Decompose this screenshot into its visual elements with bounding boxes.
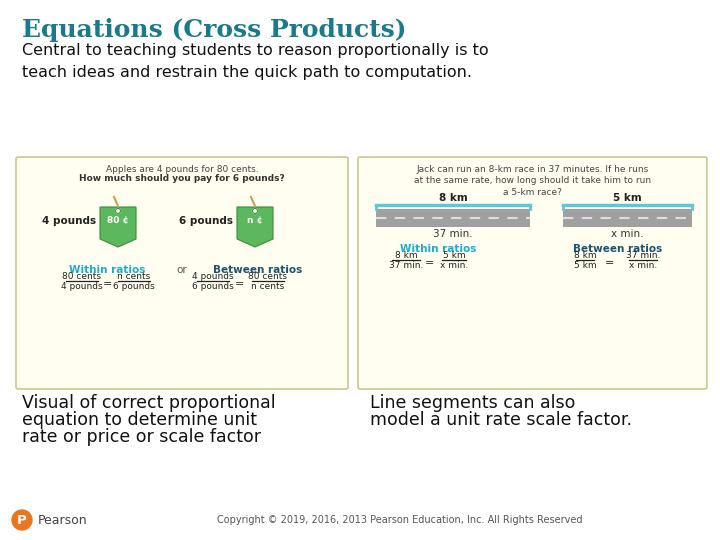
Text: model a unit rate scale factor.: model a unit rate scale factor. <box>370 411 632 429</box>
Text: or: or <box>176 265 187 275</box>
Text: 6 pounds: 6 pounds <box>113 282 155 291</box>
Text: x min.: x min. <box>629 261 657 270</box>
FancyBboxPatch shape <box>16 157 348 389</box>
Text: 4 pounds: 4 pounds <box>192 272 234 281</box>
Text: n ¢: n ¢ <box>247 217 263 226</box>
Text: 5 km: 5 km <box>443 251 465 260</box>
Text: 80 cents: 80 cents <box>63 272 102 281</box>
Text: Jack can run an 8-km race in 37 minutes. If he runs
at the same rate, how long s: Jack can run an 8-km race in 37 minutes.… <box>414 165 651 197</box>
Text: n cents: n cents <box>117 272 150 281</box>
Text: 37 min.: 37 min. <box>389 261 423 270</box>
Text: rate or price or scale factor: rate or price or scale factor <box>22 428 261 446</box>
Text: How much should you pay for 6 pounds?: How much should you pay for 6 pounds? <box>79 174 285 183</box>
Text: Between ratios: Between ratios <box>213 265 302 275</box>
Polygon shape <box>100 207 136 247</box>
Text: 4 pounds: 4 pounds <box>42 216 96 226</box>
Text: 8 km: 8 km <box>395 251 418 260</box>
Text: =: = <box>103 279 113 289</box>
Bar <box>563 209 692 227</box>
Text: =: = <box>606 258 615 268</box>
Text: Equations (Cross Products): Equations (Cross Products) <box>22 18 407 42</box>
Text: Copyright © 2019, 2016, 2013 Pearson Education, Inc. All Rights Reserved: Copyright © 2019, 2016, 2013 Pearson Edu… <box>217 515 582 525</box>
Circle shape <box>253 208 258 213</box>
Text: n cents: n cents <box>251 282 284 291</box>
Text: x min.: x min. <box>440 261 468 270</box>
Text: Line segments can also: Line segments can also <box>370 394 575 412</box>
Text: 37 min.: 37 min. <box>626 251 660 260</box>
Text: Within ratios: Within ratios <box>69 265 145 275</box>
Text: Apples are 4 pounds for 80 cents.: Apples are 4 pounds for 80 cents. <box>106 165 258 174</box>
Text: 8 km: 8 km <box>438 193 467 203</box>
Text: Between ratios: Between ratios <box>573 244 662 254</box>
Text: 37 min.: 37 min. <box>433 229 473 239</box>
Text: Visual of correct proportional: Visual of correct proportional <box>22 394 276 412</box>
Text: 6 pounds: 6 pounds <box>179 216 233 226</box>
Polygon shape <box>237 207 273 247</box>
Text: x min.: x min. <box>611 229 644 239</box>
Text: equation to determine unit: equation to determine unit <box>22 411 257 429</box>
Text: =: = <box>426 258 435 268</box>
Text: 80 cents: 80 cents <box>248 272 287 281</box>
Text: 5 km: 5 km <box>613 193 642 203</box>
Text: Within ratios: Within ratios <box>400 244 476 254</box>
Text: 80 ¢: 80 ¢ <box>107 217 129 226</box>
Text: 4 pounds: 4 pounds <box>61 282 103 291</box>
Text: 8 km: 8 km <box>574 251 596 260</box>
Text: P: P <box>17 514 27 526</box>
Text: 5 km: 5 km <box>574 261 596 270</box>
Text: Pearson: Pearson <box>38 514 88 526</box>
Text: 6 pounds: 6 pounds <box>192 282 234 291</box>
Circle shape <box>12 510 32 530</box>
Bar <box>376 209 530 227</box>
Text: =: = <box>235 279 245 289</box>
Text: Central to teaching students to reason proportionally is to
teach ideas and rest: Central to teaching students to reason p… <box>22 43 489 79</box>
Circle shape <box>115 208 120 213</box>
FancyBboxPatch shape <box>358 157 707 389</box>
